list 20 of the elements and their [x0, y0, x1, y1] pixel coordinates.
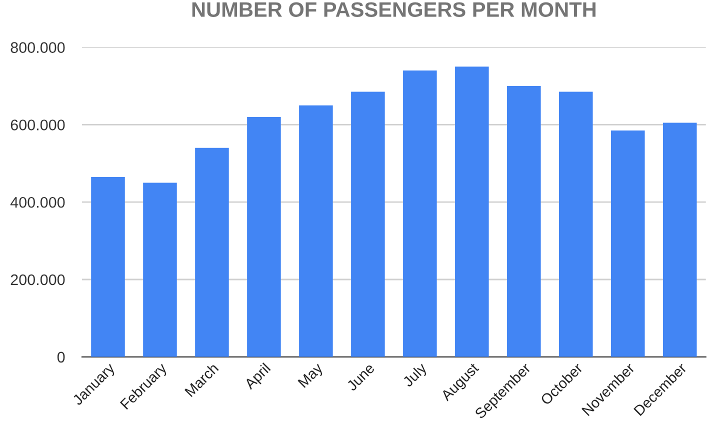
x-tick-label: May [298, 362, 326, 390]
bar [559, 92, 593, 357]
chart-title: NUMBER OF PASSENGERS PER MONTH [192, 2, 596, 17]
bar [403, 70, 437, 357]
bar [91, 176, 125, 357]
y-tick-label: 800.000 [10, 42, 65, 53]
bar [195, 148, 229, 357]
bar [662, 122, 697, 357]
bar [351, 92, 385, 357]
y-tick-label: 0 [57, 352, 65, 363]
bar [455, 66, 489, 357]
bar [507, 86, 541, 357]
y-tick-label: 600.000 [10, 120, 65, 130]
bar [247, 116, 281, 357]
bar [299, 105, 333, 357]
bar [143, 182, 177, 357]
y-tick-label: 200.000 [10, 274, 65, 286]
y-tick-label: 400.000 [10, 196, 65, 208]
bar [610, 130, 645, 357]
x-tick-label: July [402, 362, 430, 390]
